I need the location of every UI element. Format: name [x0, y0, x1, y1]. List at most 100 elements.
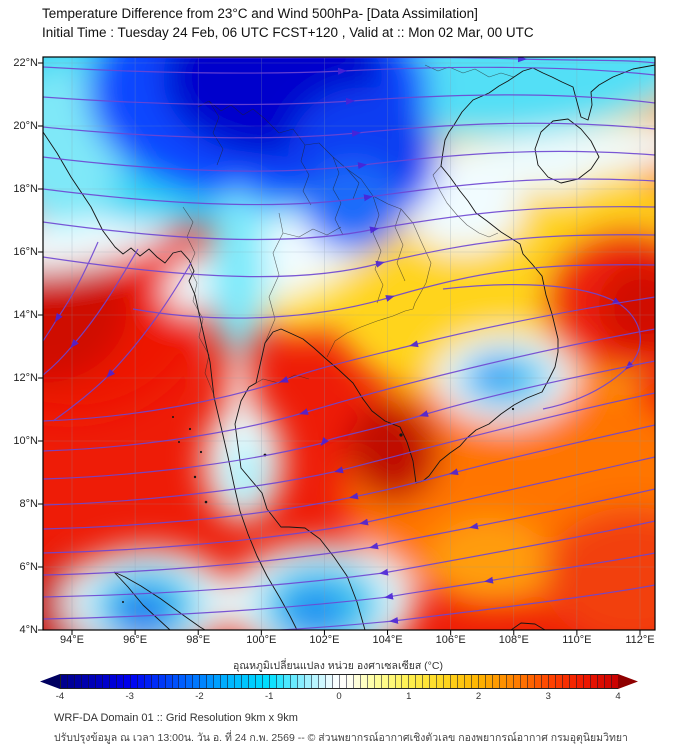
colorbar-cell [360, 675, 368, 688]
colorbar-cell [381, 675, 389, 688]
colorbar-cell [465, 675, 473, 688]
colorbar-tick-label: 4 [615, 691, 621, 702]
colorbar-cell [102, 675, 110, 688]
colorbar-cell [458, 675, 466, 688]
y-tick-label: 14°N [13, 309, 38, 321]
colorbar-over-arrow [618, 674, 638, 689]
colorbar-cell [325, 675, 333, 688]
colorbar-tick-label: 1 [406, 691, 412, 702]
colorbar-cell [423, 675, 431, 688]
colorbar-cell [297, 675, 305, 688]
colorbar-cell [388, 675, 396, 688]
x-tick-label: 96°E [123, 634, 148, 646]
colorbar-cell [249, 675, 257, 688]
x-tick-label: 110°E [562, 634, 592, 646]
y-tick-label: 22°N [13, 57, 38, 69]
colorbar-cell [318, 675, 326, 688]
x-tick-label: 102°E [309, 634, 340, 646]
colorbar-cell [416, 675, 424, 688]
colorbar-body [60, 674, 618, 689]
colorbar-label: อุณหภูมิเปลี่ยนแปลง หน่วย องศาเซลเซียส (… [233, 660, 443, 672]
colorbar-cell [548, 675, 556, 688]
map-canvas [38, 56, 656, 635]
colorbar-cell [527, 675, 535, 688]
colorbar-cell [61, 675, 68, 688]
colorbar-cell [290, 675, 298, 688]
colorbar-cell [151, 675, 159, 688]
y-axis-tick-labels: 22°N 20°N 18°N 16°N 14°N 12°N 10°N 8°N 6°N 4°N [0, 57, 38, 636]
colorbar-under-arrow [40, 674, 60, 689]
colorbar-cell [235, 675, 243, 688]
colorbar-tick-label: 3 [545, 691, 551, 702]
y-tick-label: 4°N [19, 624, 38, 636]
colorbar-cell [116, 675, 124, 688]
colorbar-tick-label: -4 [55, 691, 65, 702]
y-tick-label: 8°N [19, 498, 38, 510]
colorbar-cell [263, 675, 271, 688]
y-tick-label: 6°N [19, 561, 38, 573]
colorbar-cell [374, 675, 382, 688]
colorbar-cell [583, 675, 591, 688]
colorbar-tick-label: 2 [475, 691, 482, 702]
colorbar-tick-labels: -4 -3 -2 -1 0 1 2 3 4 [40, 691, 638, 705]
colorbar-cell [332, 675, 340, 688]
colorbar-cell [576, 675, 584, 688]
colorbar-cell [541, 675, 549, 688]
colorbar-tick-label: -3 [125, 691, 134, 702]
y-tick-label: 18°N [13, 183, 38, 195]
colorbar-cell [493, 675, 501, 688]
footer-agency-info: ปรับปรุงข้อมูล ณ เวลา 13:00น. วัน อ. ที่… [54, 732, 628, 744]
colorbar-cell [88, 675, 96, 688]
colorbar-cell [221, 675, 229, 688]
colorbar-cell [109, 675, 117, 688]
colorbar-cell [402, 675, 410, 688]
colorbar-cell [242, 675, 250, 688]
colorbar-cell [277, 675, 284, 688]
colorbar-cell [534, 675, 542, 688]
colorbar-cell [569, 675, 577, 688]
colorbar-cell [158, 675, 166, 688]
colorbar-cell [193, 675, 201, 688]
colorbar-cell [214, 675, 222, 688]
colorbar-cell [562, 675, 570, 688]
colorbar-cell [409, 675, 417, 688]
colorbar-cell [500, 675, 507, 688]
x-tick-label: 106°E [435, 634, 466, 646]
colorbar-cell [611, 675, 618, 688]
colorbar-cell [67, 675, 75, 688]
y-tick-label: 10°N [13, 435, 38, 447]
colorbar-cell [179, 675, 187, 688]
colorbar-cell [172, 675, 180, 688]
colorbar-cell [479, 675, 487, 688]
x-tick-label: 112°E [625, 634, 655, 646]
colorbar-cell [228, 675, 236, 688]
colorbar-cell [367, 675, 375, 688]
colorbar-cell [144, 675, 152, 688]
colorbar-cell [186, 675, 194, 688]
colorbar-cell [165, 675, 173, 688]
x-tick-label: 104°E [372, 634, 403, 646]
map-plot-area [38, 56, 656, 635]
colorbar-cell [284, 675, 291, 688]
colorbar-tick-label: 0 [336, 691, 342, 702]
x-tick-label: 94°E [60, 634, 84, 646]
colorbar-cell [437, 675, 445, 688]
x-tick-label: 108°E [498, 634, 529, 646]
plot-border [42, 56, 656, 631]
colorbar-cell [137, 675, 145, 688]
colorbar-cell [339, 675, 347, 688]
colorbar-cell [74, 675, 82, 688]
y-tick-label: 20°N [13, 120, 38, 132]
colorbar-cell [270, 675, 278, 688]
colorbar-cell [513, 675, 521, 688]
colorbar [40, 674, 638, 689]
footer-domain-info: WRF-DA Domain 01 :: Grid Resolution 9km … [54, 712, 298, 724]
colorbar-cell [451, 675, 459, 688]
colorbar-cell [353, 675, 361, 688]
figure-title: Temperature Difference from 23°C and Win… [42, 6, 478, 21]
colorbar-cell [520, 675, 528, 688]
colorbar-cell [430, 675, 438, 688]
figure-subtitle: Initial Time : Tuesday 24 Feb, 06 UTC FC… [42, 25, 534, 40]
colorbar-tick-label: -1 [265, 691, 274, 702]
